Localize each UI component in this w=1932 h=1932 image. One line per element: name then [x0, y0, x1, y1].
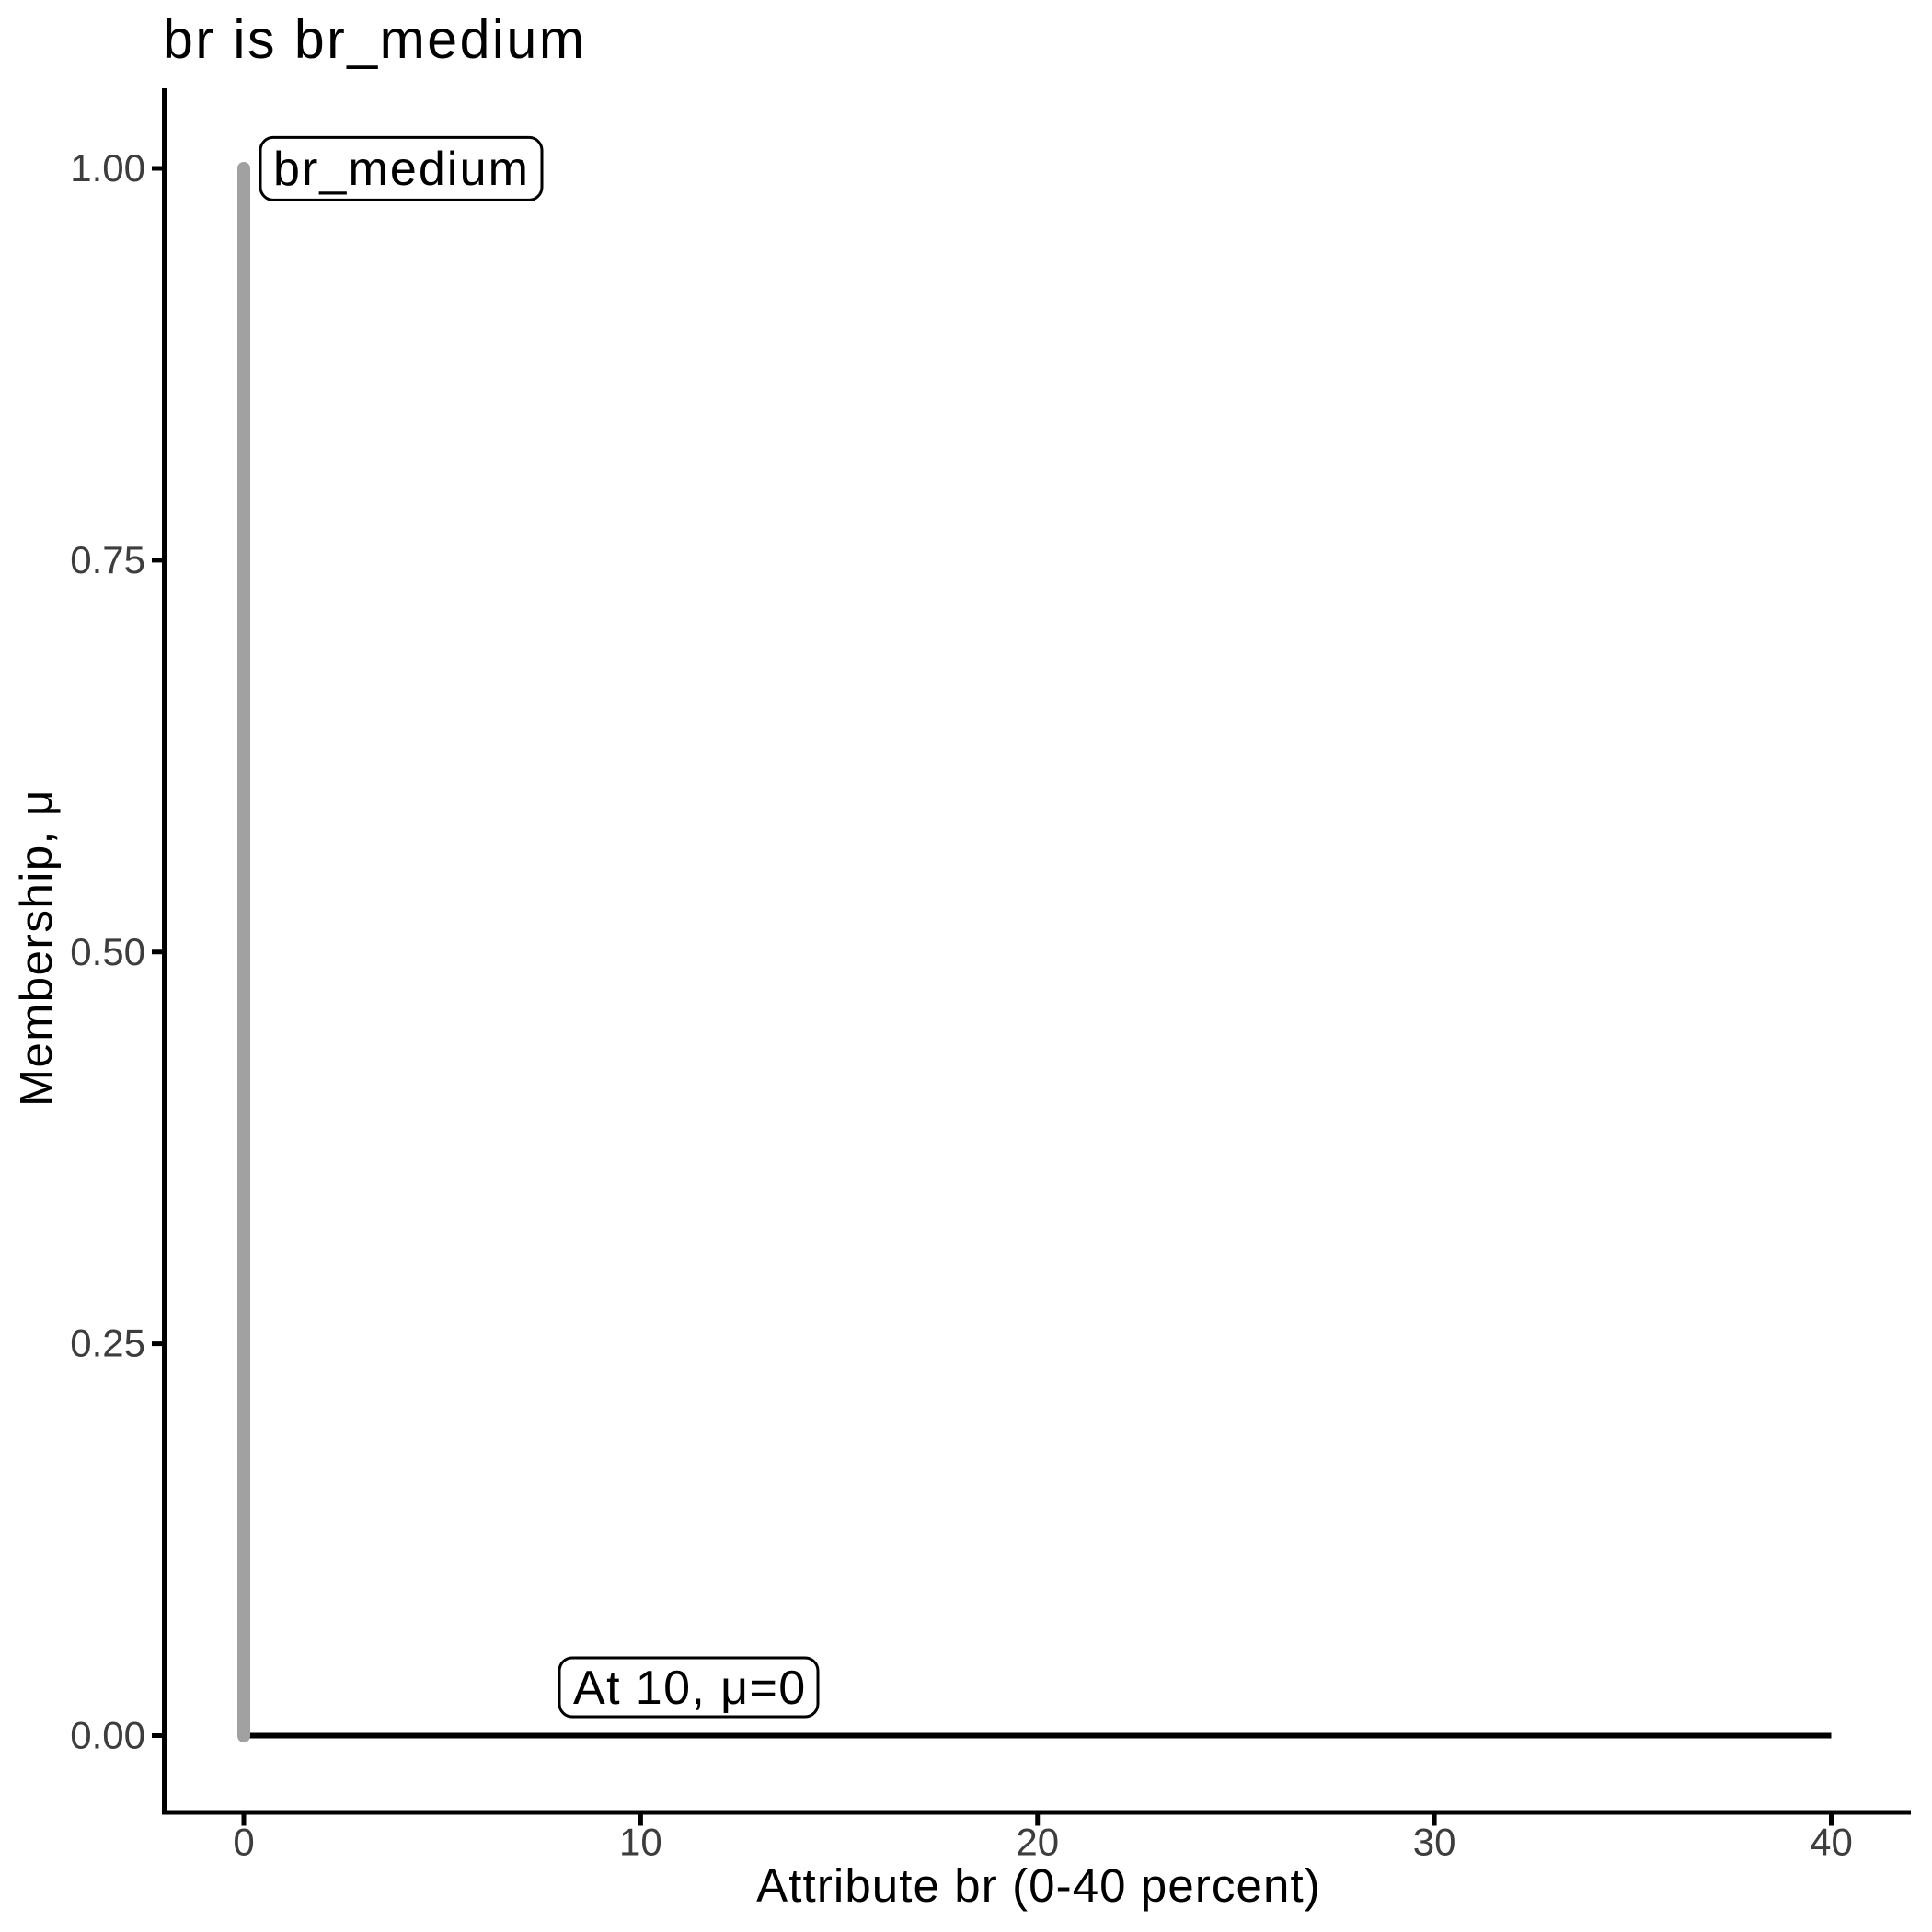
svg-text:Attribute br (0-40 percent): Attribute br (0-40 percent) [756, 1859, 1321, 1912]
svg-text:10: 10 [619, 1821, 662, 1864]
svg-text:1.00: 1.00 [70, 146, 145, 190]
svg-text:0.50: 0.50 [70, 930, 145, 973]
svg-text:0.25: 0.25 [70, 1322, 145, 1365]
svg-text:br_medium: br_medium [273, 143, 530, 196]
svg-text:40: 40 [1810, 1821, 1853, 1864]
svg-text:0: 0 [233, 1821, 254, 1864]
svg-text:30: 30 [1413, 1821, 1456, 1864]
svg-text:At 10, μ=0: At 10, μ=0 [573, 1662, 807, 1715]
svg-text:20: 20 [1016, 1821, 1059, 1864]
svg-text:br is br_medium: br is br_medium [163, 9, 586, 70]
svg-text:Membership, μ: Membership, μ [12, 788, 62, 1107]
svg-text:0.00: 0.00 [70, 1714, 145, 1757]
svg-text:0.75: 0.75 [70, 538, 145, 581]
